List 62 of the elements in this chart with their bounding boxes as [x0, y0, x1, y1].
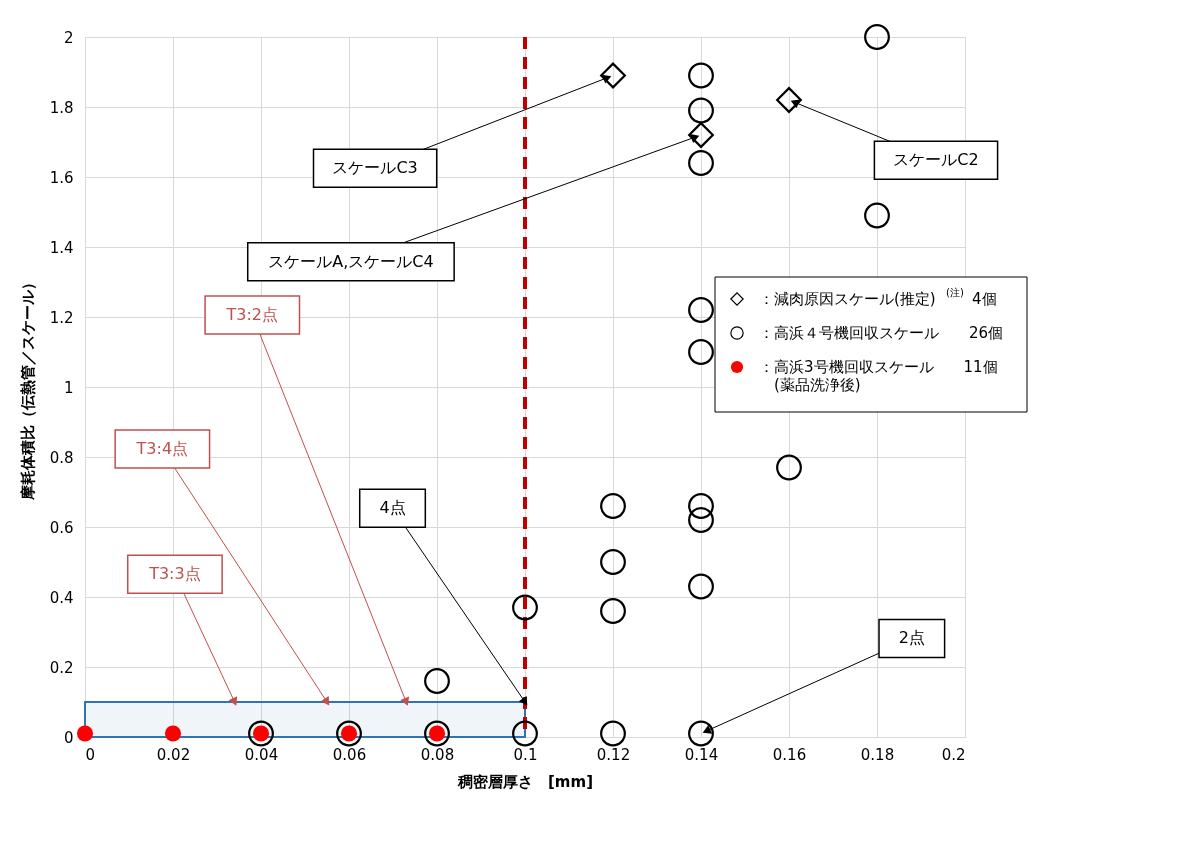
- legend-label: ：減肉原因スケール(推定)(注) 4個: [759, 287, 997, 308]
- x-tick-label: 0.06: [332, 745, 367, 764]
- point: [688, 720, 714, 747]
- point: [600, 549, 626, 575]
- x-tick-label: 0.18: [860, 745, 895, 764]
- point: [512, 594, 538, 621]
- point: [600, 720, 626, 747]
- point: [688, 339, 714, 365]
- point: [688, 297, 714, 323]
- point: [688, 493, 714, 519]
- legend-label: ：高浜3号機回収スケール 11個 (薬品洗浄後): [759, 358, 998, 394]
- y-tick-label: 1.4: [49, 238, 74, 257]
- x-tick-label: 0.08: [420, 745, 455, 764]
- point: [336, 720, 362, 747]
- annotation: スケールA,スケールC4: [268, 251, 434, 271]
- annotation: T3:2点: [225, 305, 279, 325]
- x-tick-label: 0.12: [596, 745, 631, 764]
- point: [600, 493, 626, 519]
- point: [688, 150, 714, 176]
- annotation: T3:4点: [135, 439, 189, 459]
- annotation: 2点: [898, 628, 925, 648]
- x-tick-label: 0.1: [513, 745, 538, 764]
- annotation: T3:3点: [148, 564, 201, 584]
- x-axis-title: 稠密層厚さ [mm]: [457, 772, 593, 791]
- y-tick-label: 1: [63, 378, 74, 397]
- point: [600, 598, 626, 624]
- point: [424, 668, 450, 694]
- point: [864, 202, 890, 229]
- point: [688, 573, 714, 600]
- point: [688, 122, 714, 148]
- annotation: 4点: [379, 498, 406, 518]
- point: [512, 720, 538, 747]
- point: [248, 720, 274, 747]
- y-tick-label: 0.2: [49, 658, 74, 677]
- point: [76, 725, 94, 742]
- y-tick-label: 1.6: [49, 168, 74, 187]
- point: [776, 454, 802, 481]
- point: [600, 62, 626, 89]
- y-tick-label: 0: [63, 728, 74, 747]
- y-tick-label: 1.8: [49, 98, 74, 117]
- x-tick-label: 0.16: [772, 745, 807, 764]
- y-tick-label: 0.6: [49, 518, 74, 537]
- x-tick-label: 0.02: [156, 745, 191, 764]
- point: [688, 62, 714, 89]
- y-tick-label: 1.2: [49, 308, 74, 327]
- x-tick-label: 0: [85, 745, 96, 764]
- x-tick-label: 0.04: [244, 745, 279, 764]
- point: [164, 725, 182, 742]
- annotation: スケールC2: [893, 150, 979, 170]
- x-tick-label: 0.2: [941, 745, 966, 764]
- point: [776, 87, 802, 113]
- y-tick-label: 2: [63, 28, 74, 47]
- y-tick-label: 0.4: [49, 588, 74, 607]
- point: [424, 720, 450, 747]
- legend-label: ：高浜４号機回収スケール 26個: [759, 324, 1004, 342]
- x-tick-label: 0.14: [684, 745, 719, 764]
- y-tick-label: 0.8: [49, 448, 74, 467]
- point: [688, 507, 714, 533]
- point: [688, 97, 714, 124]
- annotation: スケールC3: [332, 158, 418, 178]
- point: [864, 24, 890, 50]
- y-axis-title: 摩耗体積比（伝熱管／スケール）: [18, 275, 37, 501]
